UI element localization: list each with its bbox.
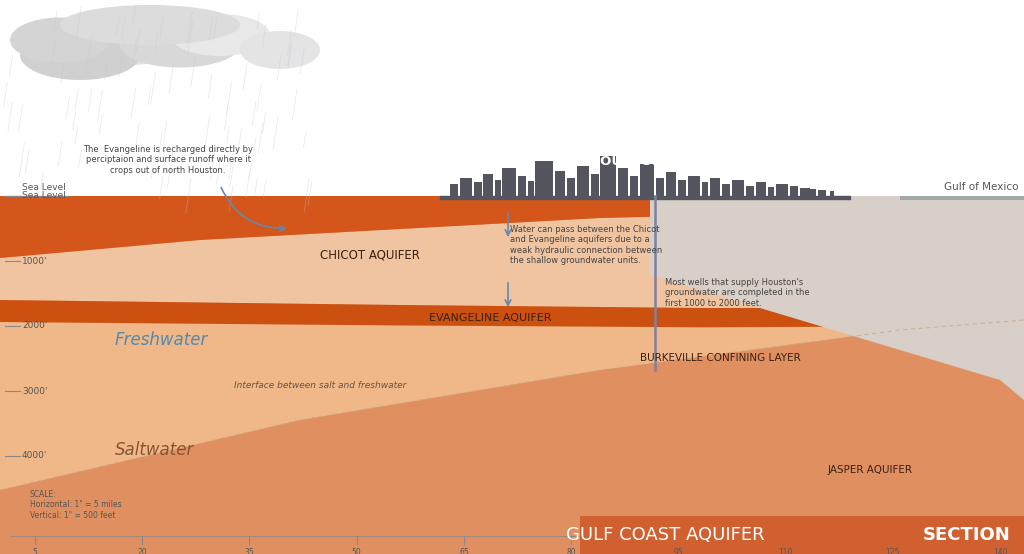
Bar xyxy=(450,184,458,196)
Text: Sea Level: Sea Level xyxy=(22,183,66,192)
Ellipse shape xyxy=(120,23,240,68)
Text: Interface between salt and freshwater: Interface between salt and freshwater xyxy=(233,381,407,389)
Text: HOUSTON: HOUSTON xyxy=(590,155,665,168)
Polygon shape xyxy=(0,0,1024,196)
Polygon shape xyxy=(900,196,1024,200)
Text: BURKEVILLE CONFINING LAYER: BURKEVILLE CONFINING LAYER xyxy=(640,353,801,363)
Text: JASPER AQUIFER: JASPER AQUIFER xyxy=(827,465,912,475)
Bar xyxy=(656,178,664,196)
Polygon shape xyxy=(0,208,1024,308)
Bar xyxy=(483,174,493,196)
Bar xyxy=(722,184,730,196)
Text: 65: 65 xyxy=(459,548,469,554)
Text: 140: 140 xyxy=(992,548,1008,554)
Bar xyxy=(702,182,708,196)
Text: The  Evangeline is recharged directly by
perciptaion and surface runoff where it: The Evangeline is recharged directly by … xyxy=(83,145,253,175)
Bar xyxy=(688,176,700,196)
Text: Freshwater: Freshwater xyxy=(115,331,208,349)
Bar xyxy=(555,171,565,196)
Bar xyxy=(666,172,676,196)
Text: 95: 95 xyxy=(674,548,683,554)
Text: SCALE:
Horizontal: 1" = 5 miles
Vertical: 1" = 500 feet: SCALE: Horizontal: 1" = 5 miles Vertical… xyxy=(30,490,122,520)
Text: Most wells that supply Houston's
groundwater are completed in the
first 1000 to : Most wells that supply Houston's groundw… xyxy=(665,278,810,308)
Bar xyxy=(756,182,766,196)
Polygon shape xyxy=(0,320,1024,490)
Bar xyxy=(732,180,744,196)
Text: Saltwater: Saltwater xyxy=(115,441,195,459)
Bar xyxy=(746,186,754,196)
Ellipse shape xyxy=(40,11,200,65)
Polygon shape xyxy=(650,196,1024,400)
Bar xyxy=(600,156,616,196)
Text: 125: 125 xyxy=(886,548,900,554)
Text: 5: 5 xyxy=(33,548,38,554)
Bar xyxy=(577,166,589,196)
Bar xyxy=(591,174,599,196)
Text: GULF COAST AQUIFER: GULF COAST AQUIFER xyxy=(565,526,770,544)
Bar xyxy=(567,178,575,196)
Bar xyxy=(460,178,472,196)
Bar xyxy=(800,188,810,196)
Bar xyxy=(810,189,816,196)
Polygon shape xyxy=(0,196,1024,258)
Text: SECTION: SECTION xyxy=(923,526,1010,544)
Polygon shape xyxy=(0,208,1024,490)
Text: CHICOT AQUIFER: CHICOT AQUIFER xyxy=(321,249,420,261)
Bar xyxy=(640,164,654,196)
Text: 2000': 2000' xyxy=(22,321,47,331)
Text: Gulf of Mexico: Gulf of Mexico xyxy=(943,182,1018,192)
Bar xyxy=(528,181,534,196)
Bar xyxy=(630,176,638,196)
Bar xyxy=(678,180,686,196)
Ellipse shape xyxy=(240,31,319,69)
Text: Sea Level: Sea Level xyxy=(22,192,66,201)
Bar xyxy=(790,186,798,196)
Text: 1000': 1000' xyxy=(22,257,47,265)
Ellipse shape xyxy=(10,18,110,63)
Ellipse shape xyxy=(60,5,240,45)
Ellipse shape xyxy=(170,14,270,56)
Text: Water can pass between the Chicot
and Evangeline aquifers due to a
weak hydrauli: Water can pass between the Chicot and Ev… xyxy=(510,225,663,265)
Text: 3000': 3000' xyxy=(22,387,47,396)
Text: 50: 50 xyxy=(352,548,361,554)
Text: 4000': 4000' xyxy=(22,452,47,460)
Bar xyxy=(474,182,482,196)
Bar xyxy=(535,161,553,196)
Bar xyxy=(710,178,720,196)
Bar xyxy=(580,516,1024,554)
Bar xyxy=(518,176,526,196)
Text: EVANGELINE AQUIFER: EVANGELINE AQUIFER xyxy=(429,313,551,323)
Text: 20: 20 xyxy=(137,548,147,554)
Text: 35: 35 xyxy=(245,548,254,554)
Bar xyxy=(502,168,516,196)
Bar xyxy=(830,191,834,196)
Polygon shape xyxy=(0,196,1024,554)
Bar xyxy=(618,168,628,196)
Bar xyxy=(768,187,774,196)
Polygon shape xyxy=(0,300,1024,327)
Text: 80: 80 xyxy=(566,548,575,554)
Ellipse shape xyxy=(20,30,140,80)
Text: 110: 110 xyxy=(778,548,793,554)
Bar xyxy=(818,190,826,196)
Bar xyxy=(495,180,501,196)
Bar xyxy=(776,184,788,196)
